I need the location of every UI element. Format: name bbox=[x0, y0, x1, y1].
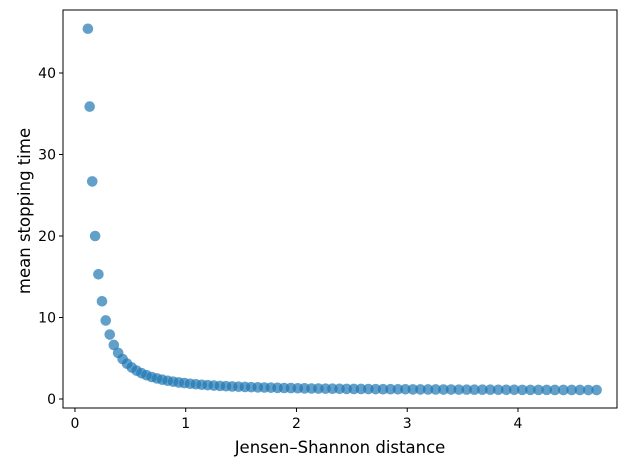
data-point bbox=[415, 384, 426, 395]
data-point bbox=[445, 384, 457, 395]
data-point bbox=[96, 295, 108, 307]
data-point bbox=[93, 269, 104, 280]
y-axis-label: mean stopping time bbox=[15, 128, 34, 294]
data-point bbox=[500, 384, 512, 396]
data-point bbox=[104, 329, 116, 340]
data-point bbox=[549, 384, 561, 396]
data-point bbox=[591, 384, 602, 396]
data-point bbox=[370, 383, 381, 395]
y-tick-label: 10 bbox=[38, 311, 56, 327]
data-point bbox=[438, 384, 449, 395]
data-point bbox=[461, 384, 473, 395]
data-point bbox=[363, 383, 374, 395]
data-point bbox=[385, 383, 396, 395]
data-point bbox=[469, 384, 480, 396]
data-point bbox=[377, 383, 389, 395]
x-tick-label: 1 bbox=[181, 416, 190, 432]
x-tick-label: 3 bbox=[403, 416, 412, 432]
data-point bbox=[108, 339, 120, 351]
data-point bbox=[392, 384, 404, 395]
y-tick-label: 0 bbox=[47, 392, 56, 408]
data-point bbox=[477, 384, 488, 396]
data-point bbox=[89, 230, 101, 242]
data-point bbox=[86, 176, 98, 187]
points-layer bbox=[82, 23, 602, 396]
data-point bbox=[485, 384, 496, 396]
data-point bbox=[400, 384, 411, 395]
data-point bbox=[508, 384, 520, 396]
data-point bbox=[355, 383, 367, 395]
y-tick-label: 20 bbox=[38, 229, 56, 245]
data-point bbox=[541, 384, 552, 396]
y-tick-label: 30 bbox=[38, 148, 56, 164]
data-point bbox=[566, 384, 577, 396]
data-point bbox=[558, 384, 569, 396]
y-tick-label: 40 bbox=[38, 66, 56, 82]
x-tick-label: 0 bbox=[71, 416, 80, 432]
data-point bbox=[517, 384, 528, 396]
data-point bbox=[422, 384, 434, 395]
data-point bbox=[574, 384, 586, 396]
data-point bbox=[84, 101, 95, 112]
x-tick-label: 4 bbox=[514, 416, 523, 432]
data-point bbox=[533, 384, 544, 396]
x-axis-label: Jensen–Shannon distance bbox=[234, 438, 446, 457]
data-point bbox=[430, 384, 441, 395]
data-point bbox=[453, 384, 465, 395]
data-point bbox=[583, 384, 594, 396]
data-point bbox=[100, 315, 112, 326]
x-tick-label: 2 bbox=[292, 416, 301, 432]
data-point bbox=[525, 384, 536, 396]
plot-spines bbox=[62, 9, 618, 409]
data-point bbox=[492, 384, 504, 396]
data-point bbox=[82, 23, 94, 35]
data-point bbox=[407, 384, 419, 395]
